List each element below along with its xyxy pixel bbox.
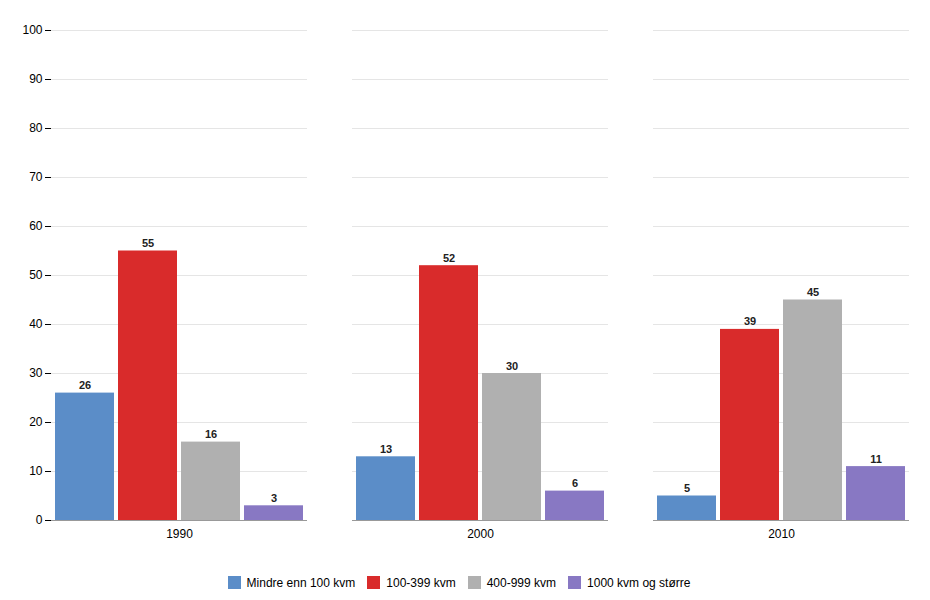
svg-text:0: 0 xyxy=(36,513,43,527)
svg-text:60: 60 xyxy=(29,219,43,233)
svg-text:1990: 1990 xyxy=(166,527,193,541)
svg-text:20: 20 xyxy=(29,415,43,429)
svg-text:90: 90 xyxy=(29,72,43,86)
svg-text:5: 5 xyxy=(684,482,690,494)
html-text:100-399 kvm: 100-399 kvm xyxy=(386,575,456,590)
svg-text:2010: 2010 xyxy=(768,527,795,541)
svg-text:100: 100 xyxy=(22,23,42,37)
svg-text:10: 10 xyxy=(29,464,43,478)
svg-text:40: 40 xyxy=(29,317,43,331)
svg-text:30: 30 xyxy=(29,366,43,380)
svg-text:26: 26 xyxy=(79,379,91,391)
svg-text:13: 13 xyxy=(380,443,392,455)
svg-text:39: 39 xyxy=(744,315,756,327)
html-text:Mindre enn 100 kvm: Mindre enn 100 kvm xyxy=(246,575,356,590)
svg-text:6: 6 xyxy=(572,477,578,489)
svg-text:50: 50 xyxy=(29,268,43,282)
svg-text:70: 70 xyxy=(29,170,43,184)
svg-text:16: 16 xyxy=(205,428,217,440)
svg-text:80: 80 xyxy=(29,121,43,135)
svg-text:55: 55 xyxy=(142,237,154,249)
svg-text:52: 52 xyxy=(443,252,455,264)
html-text:1000 kvm og større: 1000 kvm og større xyxy=(587,575,691,590)
svg-text:11: 11 xyxy=(870,453,882,465)
svg-text:30: 30 xyxy=(506,360,518,372)
svg-text:45: 45 xyxy=(807,286,819,298)
svg-text:3: 3 xyxy=(271,492,277,504)
html-text:400-999 kvm: 400-999 kvm xyxy=(486,575,556,590)
svg-text:2000: 2000 xyxy=(467,527,494,541)
